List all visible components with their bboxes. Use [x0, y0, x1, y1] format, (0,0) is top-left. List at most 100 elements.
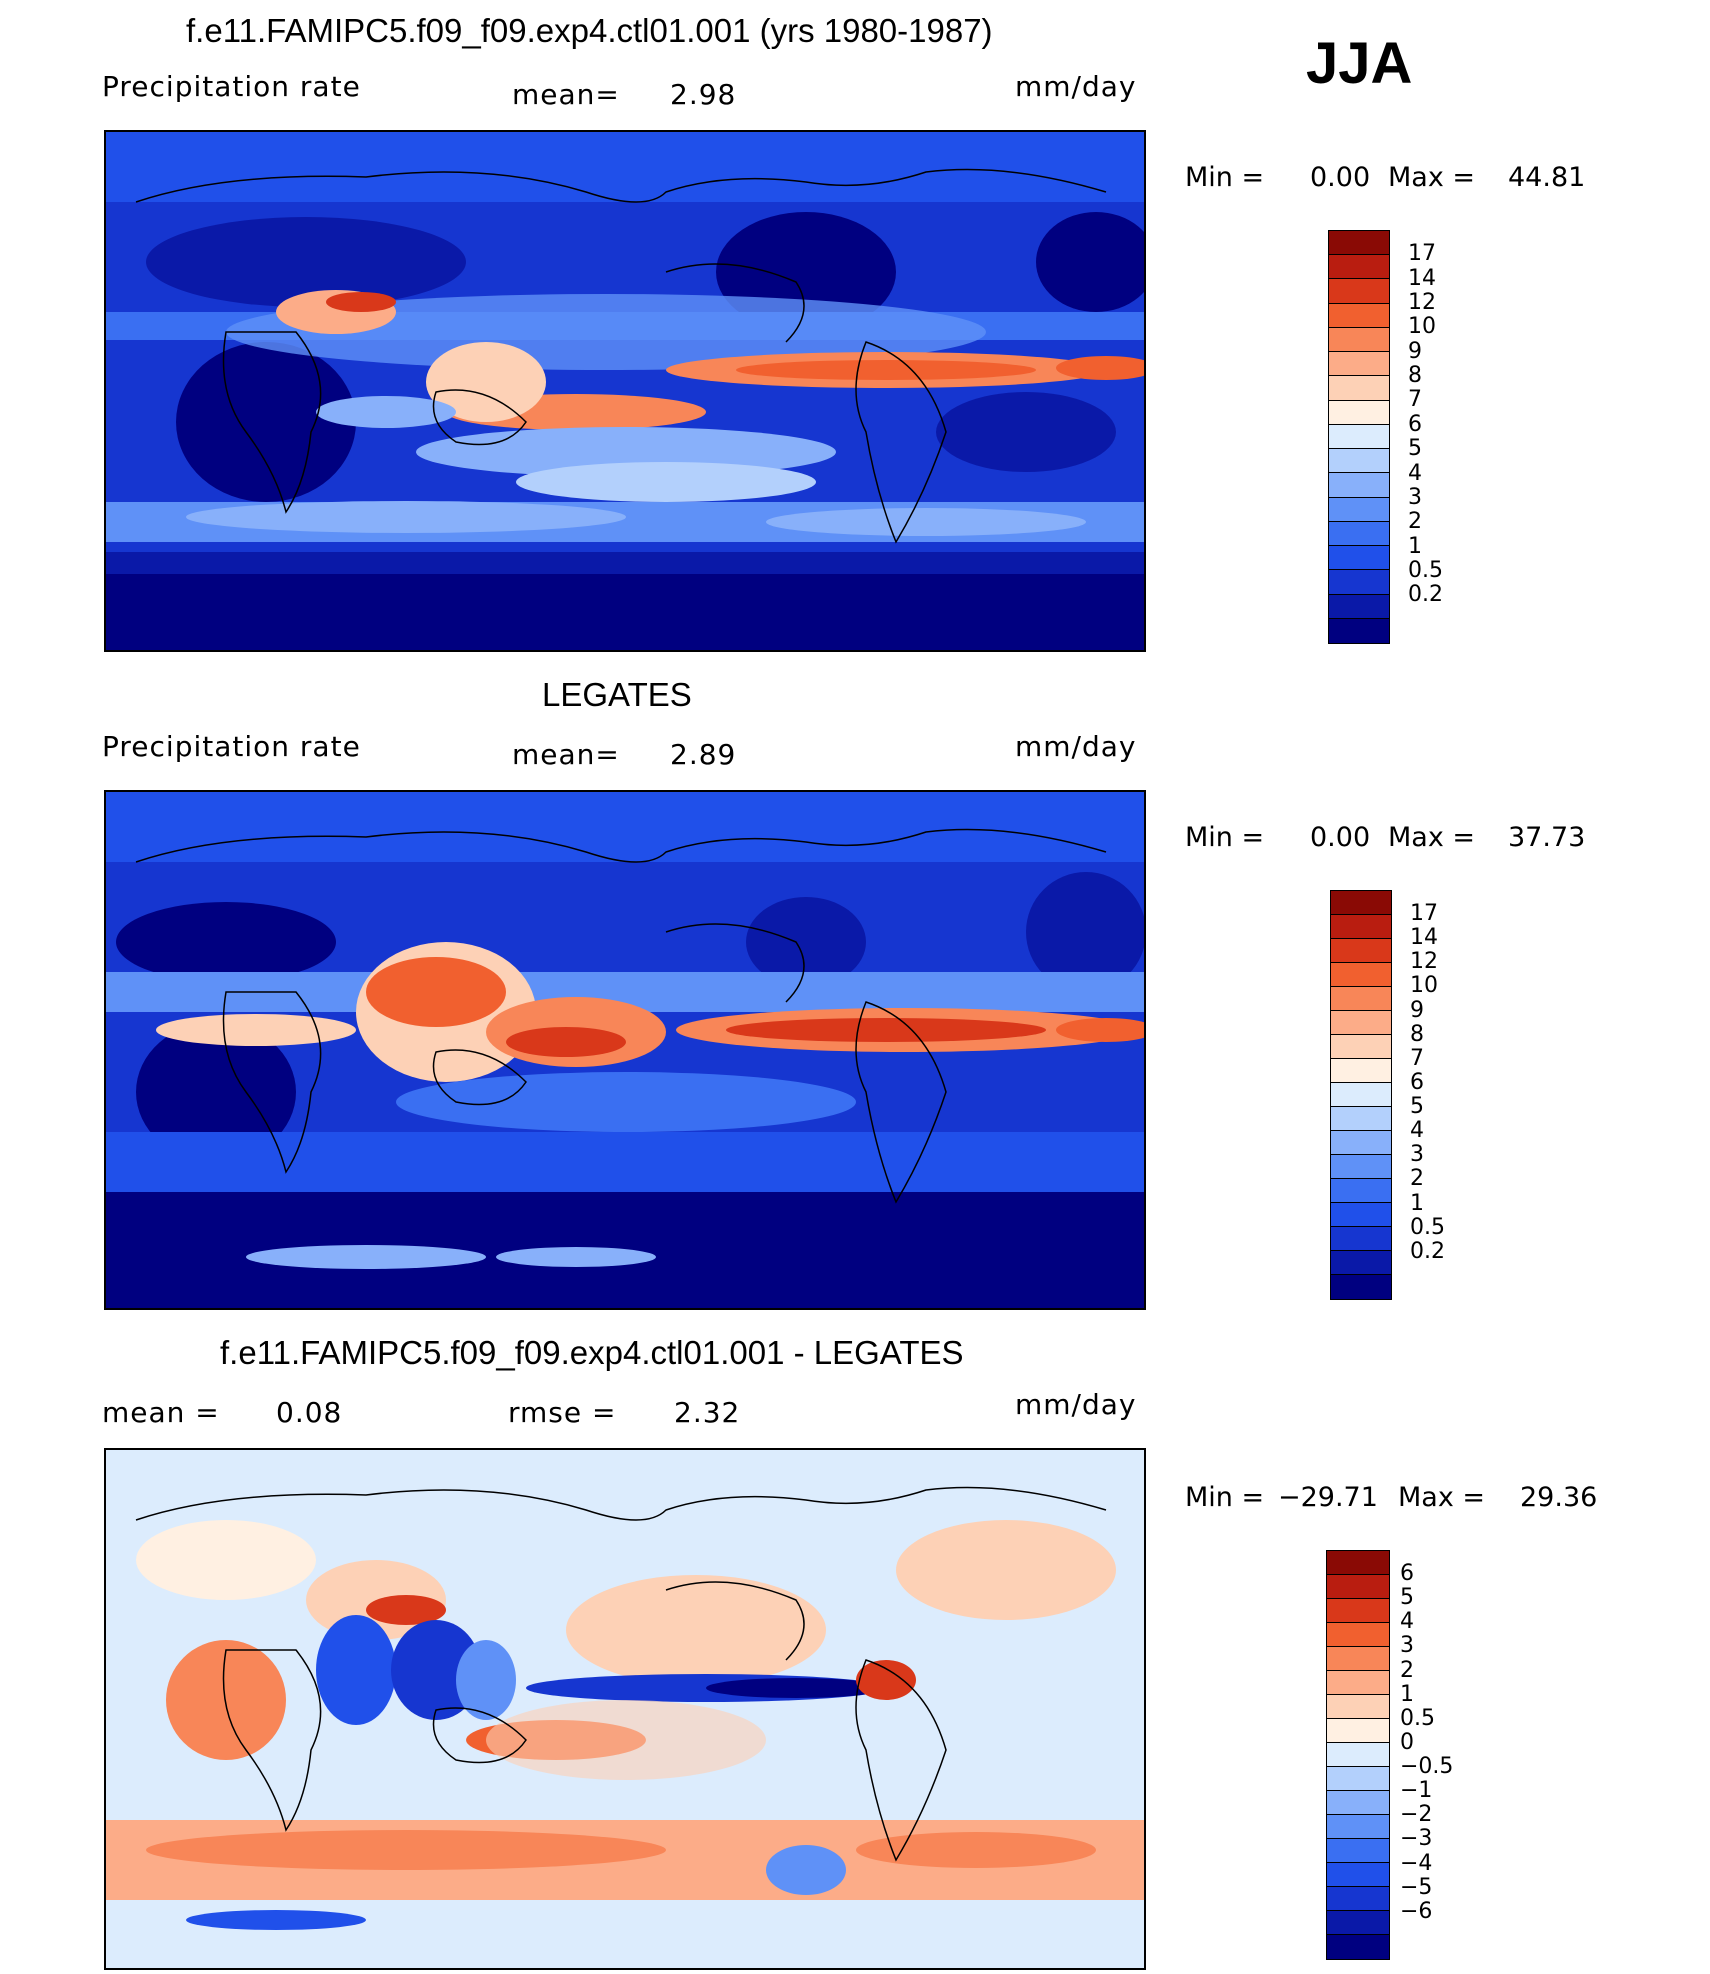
colorbar-segment — [1327, 1647, 1389, 1671]
colorbar-tick-label: 4 — [1410, 1118, 1424, 1144]
colorbar-tick-label: −4 — [1400, 1850, 1433, 1876]
colorbar-segment — [1331, 987, 1391, 1011]
colorbar-tick-label: 12 — [1410, 949, 1438, 975]
colorbar-segment — [1329, 424, 1389, 450]
panel1-units: mm/day — [1015, 70, 1137, 103]
colorbar-tick-label: 8 — [1410, 1021, 1424, 1047]
colorbar-tick-label: 0.2 — [1410, 1238, 1445, 1264]
colorbar-tick-label: 3 — [1410, 1142, 1424, 1168]
colorbar-segment — [1327, 1743, 1389, 1767]
panel3-min-label: Min = — [1185, 1482, 1265, 1513]
colorbar-tick-label: 9 — [1410, 997, 1424, 1023]
panel2-min-value: 0.00 — [1310, 822, 1371, 853]
colorbar-tick-label: 9 — [1408, 338, 1422, 364]
colorbar-segment — [1329, 594, 1389, 619]
panel1-min-value: 0.00 — [1310, 162, 1371, 193]
colorbar-tick-label: 17 — [1410, 901, 1438, 927]
colorbar-tick-label: 10 — [1408, 314, 1436, 340]
panel2-max-value: 37.73 — [1508, 822, 1586, 853]
colorbar-tick-label: −6 — [1400, 1898, 1433, 1924]
colorbar-segment — [1329, 521, 1389, 547]
colorbar-segment — [1331, 1227, 1391, 1251]
panel2-min-label: Min = — [1185, 822, 1265, 853]
colorbar-tick-label: 2 — [1410, 1166, 1424, 1192]
colorbar-tick-label: 7 — [1408, 387, 1422, 413]
panel1-mean-label: mean= — [512, 78, 620, 111]
colorbar-tick-label: 1 — [1400, 1681, 1414, 1707]
colorbar-tick-label: 10 — [1410, 973, 1438, 999]
colorbar-segment — [1329, 449, 1389, 474]
panel3-mean-value: 0.08 — [276, 1396, 343, 1429]
colorbar-tick-label: 6 — [1410, 1069, 1424, 1095]
colorbar-segment — [1331, 1059, 1391, 1083]
panel2-colorbar — [1330, 890, 1392, 1300]
colorbar-tick-label: 2 — [1400, 1657, 1414, 1683]
colorbar-segment — [1327, 1839, 1389, 1863]
colorbar-segment — [1327, 1815, 1389, 1839]
colorbar-tick-label: 4 — [1408, 460, 1422, 486]
colorbar-tick-label: 0.2 — [1408, 582, 1443, 608]
panel1-precip-field — [106, 132, 1144, 650]
colorbar-segment — [1327, 1575, 1389, 1599]
panel2-mean-label: mean= — [512, 738, 620, 771]
colorbar-segment — [1327, 1695, 1389, 1719]
colorbar-segment — [1329, 497, 1389, 522]
colorbar-tick-label: 0.5 — [1408, 557, 1443, 583]
colorbar-segment — [1331, 1251, 1391, 1275]
panel2-title: LEGATES — [542, 676, 692, 713]
panel3-difference-field — [106, 1450, 1144, 1968]
colorbar-segment — [1329, 352, 1389, 377]
panel3-colorbar — [1326, 1550, 1390, 1960]
colorbar-segment — [1329, 400, 1389, 425]
colorbar-tick-label: 6 — [1400, 1561, 1414, 1587]
panel3-mean-label: mean = — [102, 1396, 220, 1429]
colorbar-tick-label: 0.5 — [1410, 1214, 1445, 1240]
panel3-min-value: −29.71 — [1278, 1482, 1378, 1513]
colorbar-tick-label: −3 — [1400, 1826, 1433, 1852]
colorbar-segment — [1327, 1887, 1389, 1911]
colorbar-tick-label: 8 — [1408, 363, 1422, 389]
panel2-mean-value: 2.89 — [670, 738, 737, 771]
colorbar-tick-label: 12 — [1408, 290, 1436, 316]
colorbar-segment — [1331, 939, 1391, 963]
colorbar-tick-label: 4 — [1400, 1609, 1414, 1635]
colorbar-segment — [1327, 1863, 1389, 1887]
colorbar-segment — [1327, 1623, 1389, 1647]
colorbar-tick-label: −2 — [1400, 1802, 1433, 1828]
colorbar-segment — [1327, 1719, 1389, 1743]
panel1-mean-value: 2.98 — [670, 78, 737, 111]
colorbar-tick-label: 14 — [1410, 925, 1438, 951]
panel1-title: f.e11.FAMIPC5.f09_f09.exp4.ctl01.001 (yr… — [186, 12, 993, 49]
colorbar-tick-label: 2 — [1408, 509, 1422, 535]
colorbar-segment — [1329, 473, 1389, 498]
colorbar-tick-label: 3 — [1408, 484, 1422, 510]
panel1-max-value: 44.81 — [1508, 162, 1586, 193]
colorbar-tick-label: 1 — [1410, 1190, 1424, 1216]
colorbar-segment — [1331, 1083, 1391, 1107]
panel2-units: mm/day — [1015, 730, 1137, 763]
colorbar-tick-label: 0 — [1400, 1729, 1414, 1755]
colorbar-segment — [1327, 1791, 1389, 1815]
panel1-max-label: Max = — [1388, 162, 1476, 193]
colorbar-segment — [1329, 618, 1389, 643]
panel1-field-label: Precipitation rate — [102, 70, 361, 103]
panel1-colorbar — [1328, 230, 1390, 644]
colorbar-segment — [1327, 1671, 1389, 1695]
colorbar-segment — [1329, 231, 1389, 256]
colorbar-segment — [1327, 1767, 1389, 1791]
panel3-map — [104, 1448, 1146, 1970]
panel2-precip-field — [106, 792, 1144, 1308]
colorbar-tick-label: −5 — [1400, 1874, 1433, 1900]
colorbar-segment — [1329, 255, 1389, 280]
panel2-max-label: Max = — [1388, 822, 1476, 853]
colorbar-segment — [1331, 891, 1391, 915]
panel3-max-value: 29.36 — [1520, 1482, 1598, 1513]
colorbar-segment — [1331, 1179, 1391, 1203]
season-label: JJA — [1306, 31, 1413, 96]
colorbar-tick-label: 7 — [1410, 1045, 1424, 1071]
panel3-units: mm/day — [1015, 1388, 1137, 1421]
panel1-min-label: Min = — [1185, 162, 1265, 193]
panel3-max-label: Max = — [1398, 1482, 1486, 1513]
panel3-rmse-label: rmse = — [508, 1396, 617, 1429]
colorbar-segment — [1331, 1155, 1391, 1179]
